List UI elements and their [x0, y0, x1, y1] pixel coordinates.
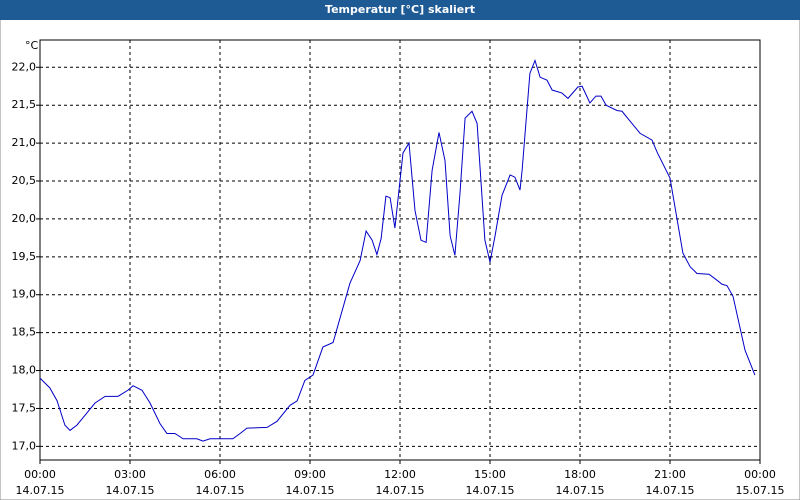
x-tick-label: 18:00 — [564, 468, 596, 481]
y-tick-label: 18,5 — [12, 326, 37, 339]
y-tick-label: 18,0 — [12, 364, 37, 377]
y-tick-label: 21,5 — [12, 98, 37, 111]
x-tick-label: 14.07.15 — [556, 484, 605, 497]
x-tick-label: 15.07.15 — [736, 484, 785, 497]
x-tick-label: 03:00 — [114, 468, 146, 481]
y-tick-label: 22,0 — [12, 60, 37, 73]
y-tick-label: 21,0 — [12, 136, 37, 149]
x-tick-label: 09:00 — [294, 468, 326, 481]
y-axis-label: °C — [25, 39, 39, 52]
y-tick-label: 17,5 — [12, 401, 37, 414]
y-tick-label: 20,0 — [12, 212, 37, 225]
x-tick-label: 15:00 — [474, 468, 506, 481]
x-tick-label: 00:00 — [24, 468, 56, 481]
x-tick-label: 14.07.15 — [286, 484, 335, 497]
x-tick-label: 14.07.15 — [106, 484, 155, 497]
x-tick-label: 14.07.15 — [376, 484, 425, 497]
x-tick-label: 06:00 — [204, 468, 236, 481]
y-tick-label: 20,5 — [12, 174, 37, 187]
x-tick-label: 14.07.15 — [646, 484, 695, 497]
x-tick-label: 14.07.15 — [16, 484, 65, 497]
x-tick-label: 14.07.15 — [466, 484, 515, 497]
x-tick-label: 12:00 — [384, 468, 416, 481]
y-tick-label: 19,5 — [12, 250, 37, 263]
x-tick-label: 14.07.15 — [196, 484, 245, 497]
x-tick-label: 00:00 — [744, 468, 776, 481]
y-tick-label: 19,0 — [12, 288, 37, 301]
y-tick-label: 17,0 — [12, 439, 37, 452]
chart-title: Temperatur [°C] skaliert — [325, 3, 475, 16]
title-bar — [0, 0, 800, 20]
x-tick-label: 21:00 — [654, 468, 686, 481]
temperature-line — [39, 58, 756, 442]
